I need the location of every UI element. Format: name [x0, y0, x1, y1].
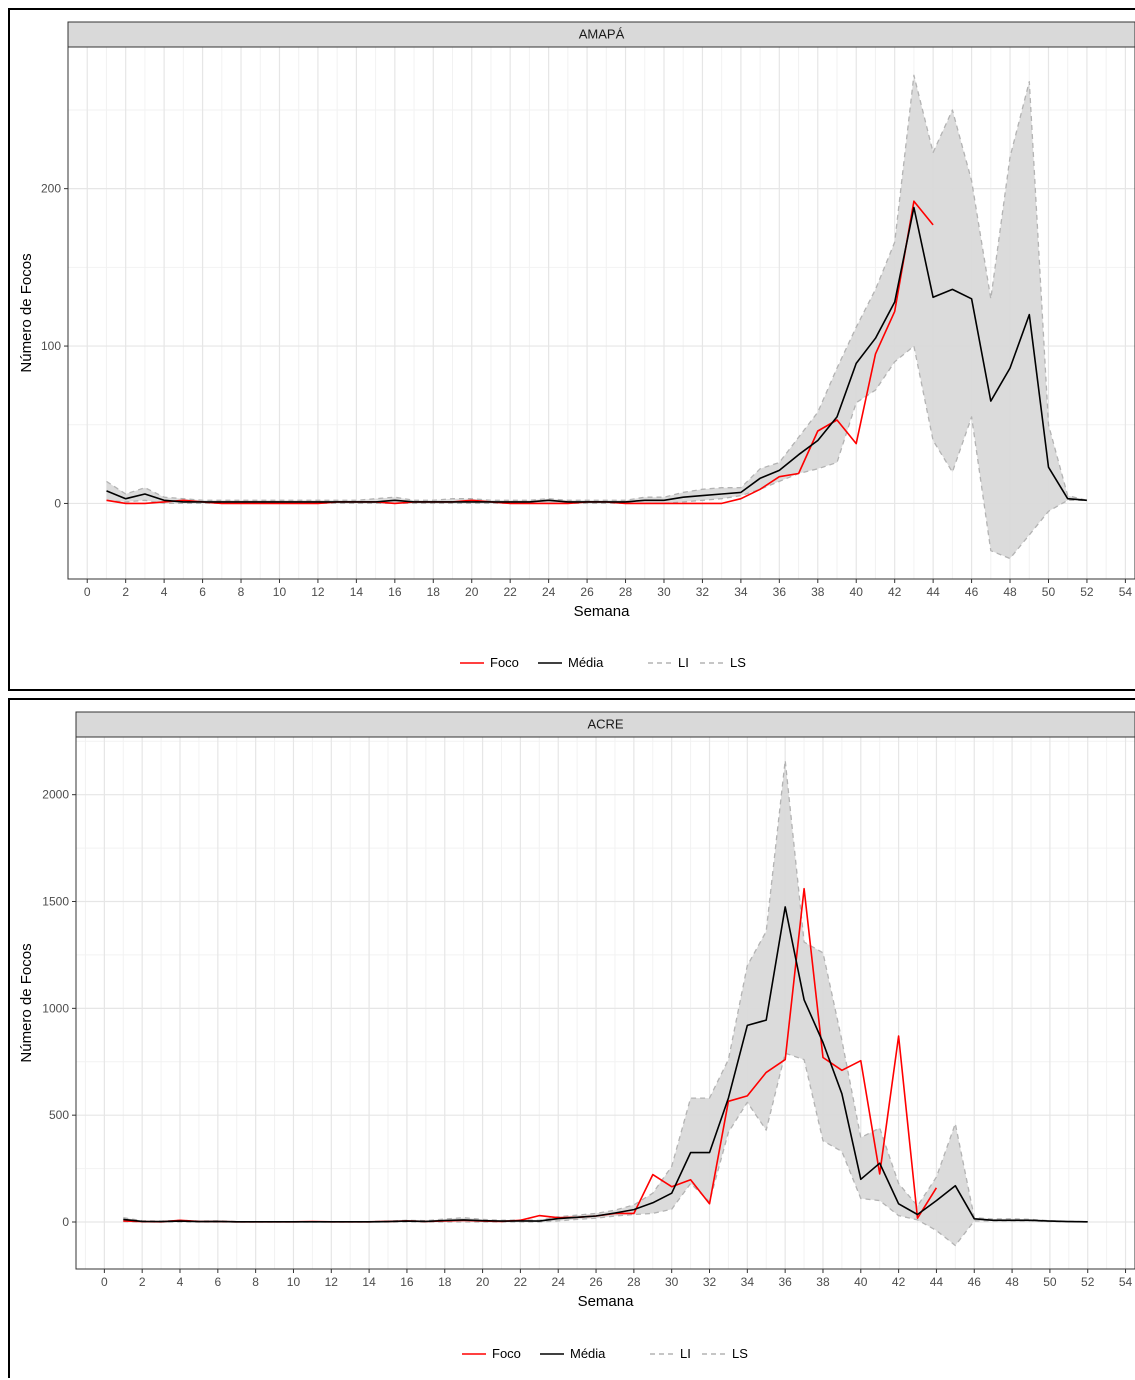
x-tick-label: 24	[552, 1275, 566, 1289]
y-tick-label: 1500	[42, 895, 69, 909]
y-tick-label: 200	[41, 182, 61, 196]
chart-panel-acre: ACRE 0 2 4 6 8 10 12 14 16 18 20 22 24 26 28 30 32 34 36 38 4…	[8, 698, 1135, 1378]
plot-border	[75, 736, 1135, 1270]
x-tick-label: 2	[139, 1275, 146, 1289]
x-tick-label: 0	[84, 585, 91, 599]
y-tick-label: 500	[49, 1108, 69, 1122]
x-tick-label: 32	[703, 1275, 717, 1289]
facet-strip	[75, 711, 1135, 738]
legend-label: LI	[678, 655, 689, 670]
x-tick-label: 32	[696, 585, 710, 599]
x-tick-label: 40	[850, 585, 864, 599]
x-tick-label: 8	[252, 1275, 259, 1289]
confidence-ribbon	[106, 75, 1087, 559]
x-tick-label: 20	[465, 585, 479, 599]
x-tick-label: 10	[287, 1275, 301, 1289]
y-axis-title: Número de Focos	[18, 943, 35, 1062]
x-tick-label: 44	[930, 1275, 944, 1289]
x-tick-label: 22	[514, 1275, 528, 1289]
x-tick-label: 24	[542, 585, 556, 599]
x-tick-label: 48	[1003, 585, 1017, 599]
x-tick-label: 42	[892, 1275, 906, 1289]
x-tick-label: 38	[811, 585, 825, 599]
x-tick-label: 52	[1081, 1275, 1095, 1289]
x-tick-label: 4	[161, 585, 168, 599]
legend-label: Foco	[492, 1346, 521, 1361]
x-tick-label: 2	[122, 585, 129, 599]
x-tick-label: 38	[816, 1275, 830, 1289]
x-tick-label: 26	[580, 585, 594, 599]
x-tick-label: 36	[778, 1275, 792, 1289]
x-tick-label: 14	[362, 1275, 376, 1289]
x-tick-label: 30	[665, 1275, 679, 1289]
series-line-media	[106, 206, 1087, 503]
x-axis-title: Semana	[578, 1293, 635, 1310]
x-tick-label: 4	[177, 1275, 184, 1289]
x-tick-label: 48	[1005, 1275, 1019, 1289]
x-tick-label: 8	[238, 585, 245, 599]
x-tick-label: 22	[504, 585, 518, 599]
series-line-foco	[106, 200, 934, 505]
x-tick-label: 46	[965, 585, 979, 599]
x-tick-label: 28	[619, 585, 633, 599]
legend-label: LI	[680, 1346, 691, 1361]
plot-border	[67, 46, 1135, 580]
x-tick-label: 16	[388, 585, 402, 599]
x-tick-label: 26	[589, 1275, 603, 1289]
y-tick-label: 0	[62, 1215, 69, 1229]
x-tick-label: 34	[741, 1275, 755, 1289]
x-tick-label: 34	[734, 585, 748, 599]
x-tick-label: 44	[926, 585, 940, 599]
x-tick-label: 46	[968, 1275, 982, 1289]
x-tick-label: 54	[1119, 585, 1133, 599]
x-tick-label: 28	[627, 1275, 641, 1289]
x-tick-label: 18	[438, 1275, 452, 1289]
x-tick-label: 6	[199, 585, 206, 599]
x-tick-label: 16	[400, 1275, 414, 1289]
x-tick-label: 18	[427, 585, 441, 599]
x-tick-label: 30	[657, 585, 671, 599]
x-tick-label: 50	[1042, 585, 1056, 599]
y-tick-label: 100	[41, 339, 61, 353]
confidence-ribbon	[123, 760, 1088, 1246]
x-tick-label: 12	[325, 1275, 339, 1289]
x-tick-label: 40	[854, 1275, 868, 1289]
x-tick-label: 14	[350, 585, 364, 599]
legend-label: Foco	[490, 655, 519, 670]
x-axis-title: Semana	[574, 603, 631, 620]
legend-label: Média	[570, 1346, 606, 1361]
x-tick-label: 36	[773, 585, 787, 599]
x-tick-label: 50	[1043, 1275, 1057, 1289]
facet-strip-label: ACRE	[587, 717, 623, 732]
series-line-ls	[106, 74, 1088, 501]
chart-panel-amapa: AMAPÁ 0 2 4 6 8 10 12 14 16 18 20 22 24 26 28 30 32 34 36 38…	[8, 8, 1135, 691]
x-tick-label: 52	[1080, 585, 1094, 599]
x-tick-label: 12	[311, 585, 325, 599]
y-tick-label: 0	[54, 496, 61, 510]
x-tick-label: 20	[476, 1275, 490, 1289]
facet-strip-label: AMAPÁ	[579, 27, 625, 42]
x-tick-label: 6	[214, 1275, 221, 1289]
x-tick-label: 54	[1119, 1275, 1133, 1289]
series-line-media	[123, 906, 1088, 1223]
y-axis-title: Número de Focos	[18, 253, 35, 372]
x-tick-label: 0	[101, 1275, 108, 1289]
legend-label: Média	[568, 655, 604, 670]
y-tick-label: 1000	[42, 1001, 69, 1015]
plot-background	[76, 737, 1135, 1269]
legend-label: LS	[730, 655, 746, 670]
legend-label: LS	[732, 1346, 748, 1361]
x-tick-label: 10	[273, 585, 287, 599]
x-tick-label: 42	[888, 585, 902, 599]
facet-strip	[67, 21, 1135, 48]
y-tick-label: 2000	[42, 788, 69, 802]
